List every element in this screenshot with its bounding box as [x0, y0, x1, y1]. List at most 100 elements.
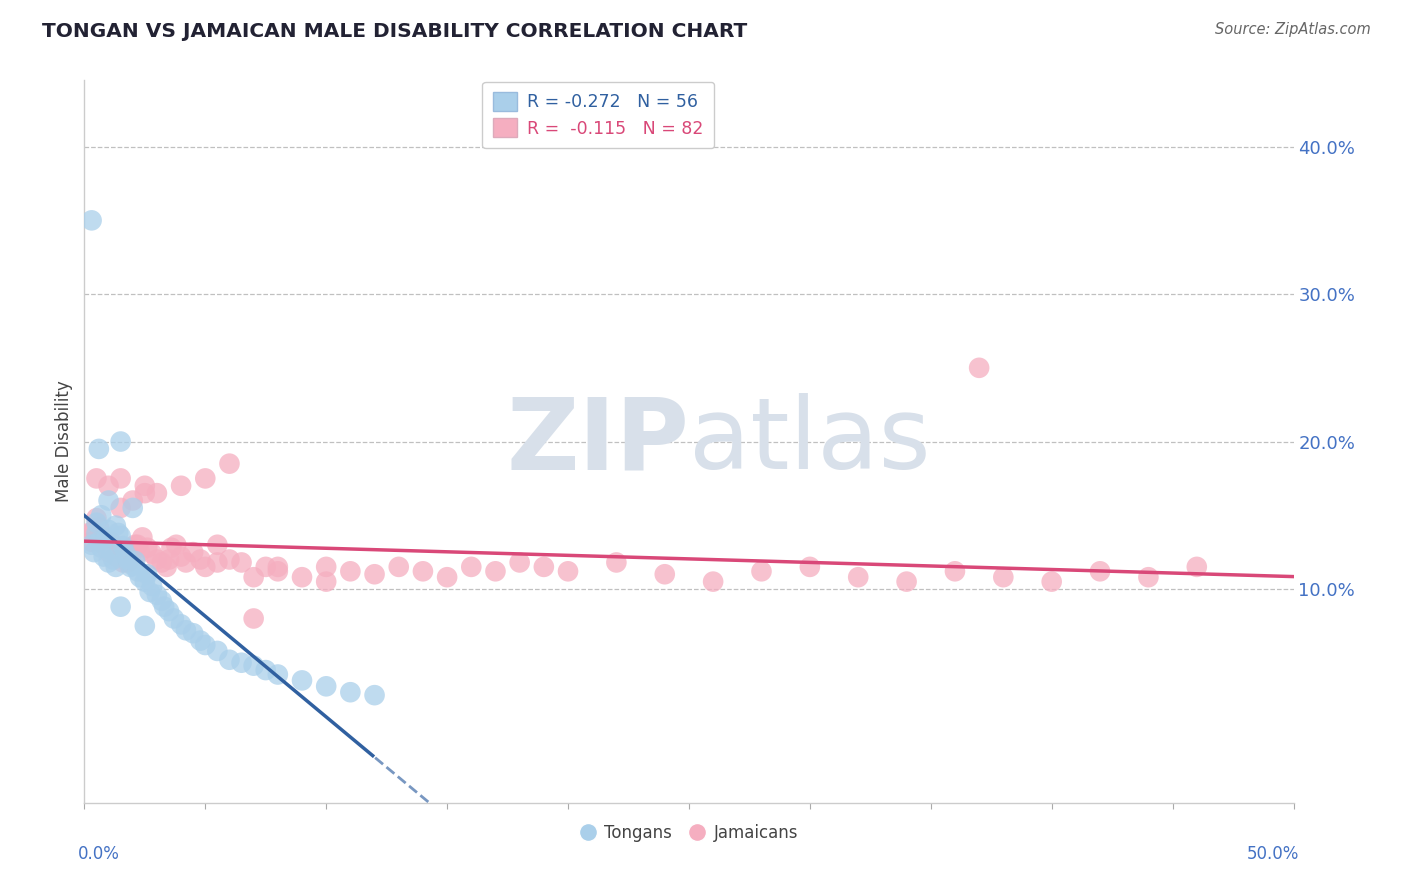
Text: ZIP: ZIP — [506, 393, 689, 490]
Text: TONGAN VS JAMAICAN MALE DISABILITY CORRELATION CHART: TONGAN VS JAMAICAN MALE DISABILITY CORRE… — [42, 22, 748, 41]
Point — [131, 530, 153, 544]
Point — [90, 541, 112, 555]
Point — [80, 534, 103, 549]
Point — [557, 564, 579, 578]
Point — [141, 579, 163, 593]
Point — [654, 567, 676, 582]
Point — [136, 567, 159, 582]
Point — [120, 541, 142, 555]
Point — [181, 626, 204, 640]
Point — [163, 611, 186, 625]
Point — [315, 560, 337, 574]
Point — [87, 520, 110, 534]
Point — [218, 552, 240, 566]
Point — [146, 588, 169, 602]
Point — [97, 479, 120, 493]
Point — [114, 549, 136, 564]
Point — [86, 471, 108, 485]
Point — [150, 556, 173, 570]
Point — [388, 560, 411, 574]
Point — [83, 545, 105, 559]
Point — [136, 541, 159, 555]
Point — [267, 564, 290, 578]
Point — [190, 633, 212, 648]
Point — [751, 564, 773, 578]
Point — [165, 538, 187, 552]
Point — [146, 486, 169, 500]
Point — [93, 538, 115, 552]
Point — [967, 360, 990, 375]
Point — [363, 688, 385, 702]
Point — [110, 471, 132, 485]
Point — [153, 599, 176, 614]
Point — [110, 434, 132, 449]
Point — [315, 679, 337, 693]
Point — [94, 530, 117, 544]
Point — [412, 564, 434, 578]
Point — [254, 663, 277, 677]
Point — [160, 541, 183, 555]
Point — [90, 508, 112, 523]
Point — [110, 500, 132, 515]
Point — [702, 574, 724, 589]
Point — [181, 545, 204, 559]
Point — [112, 556, 135, 570]
Point — [97, 556, 120, 570]
Point — [141, 547, 163, 561]
Point — [87, 442, 110, 456]
Point — [104, 518, 127, 533]
Point — [1185, 560, 1208, 574]
Point — [533, 560, 555, 574]
Point — [134, 574, 156, 589]
Point — [129, 570, 152, 584]
Point — [93, 549, 115, 564]
Point — [339, 685, 361, 699]
Point — [170, 549, 193, 564]
Y-axis label: Male Disability: Male Disability — [55, 381, 73, 502]
Point — [94, 541, 117, 555]
Point — [155, 560, 177, 574]
Point — [107, 525, 129, 540]
Text: 0.0%: 0.0% — [79, 845, 120, 863]
Point — [100, 534, 122, 549]
Point — [509, 556, 531, 570]
Point — [242, 658, 264, 673]
Point — [110, 599, 132, 614]
Point — [107, 545, 129, 559]
Point — [104, 560, 127, 574]
Point — [194, 471, 217, 485]
Point — [97, 545, 120, 559]
Point — [103, 541, 125, 555]
Point — [207, 556, 229, 570]
Point — [254, 560, 277, 574]
Point — [1040, 574, 1063, 589]
Point — [129, 545, 152, 559]
Point — [110, 529, 132, 543]
Point — [218, 653, 240, 667]
Point — [207, 538, 229, 552]
Point — [150, 594, 173, 608]
Point — [174, 624, 197, 638]
Point — [134, 479, 156, 493]
Point — [124, 554, 146, 568]
Point — [267, 667, 290, 681]
Point — [138, 585, 160, 599]
Point — [134, 486, 156, 500]
Text: Source: ZipAtlas.com: Source: ZipAtlas.com — [1215, 22, 1371, 37]
Point — [267, 560, 290, 574]
Point — [86, 516, 108, 530]
Point — [218, 457, 240, 471]
Point — [127, 564, 149, 578]
Point — [146, 552, 169, 566]
Point — [190, 552, 212, 566]
Point — [157, 604, 180, 618]
Point — [174, 556, 197, 570]
Point — [339, 564, 361, 578]
Point — [231, 556, 253, 570]
Point — [121, 500, 143, 515]
Point — [134, 619, 156, 633]
Point — [460, 560, 482, 574]
Point — [100, 542, 122, 557]
Point — [77, 525, 100, 540]
Point — [1088, 564, 1111, 578]
